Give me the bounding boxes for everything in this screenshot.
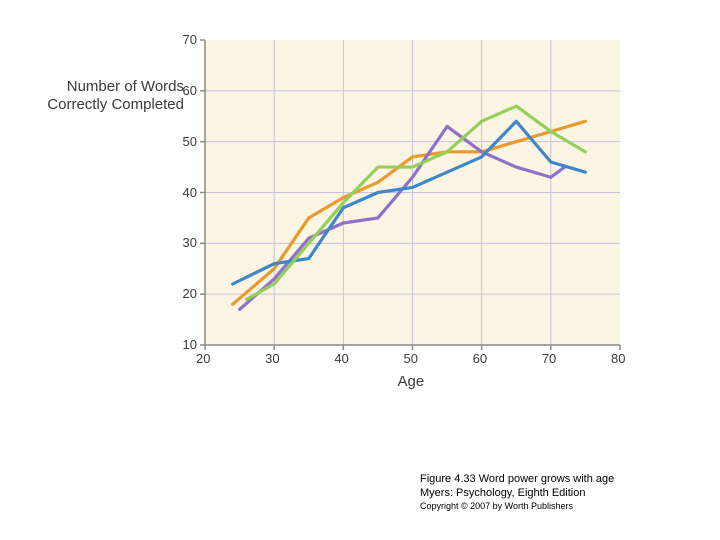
y-tick-label: 30 bbox=[183, 235, 197, 250]
x-tick-label: 50 bbox=[404, 351, 418, 366]
y-tick-label: 50 bbox=[183, 134, 197, 149]
caption-copyright: Copyright © 2007 by Worth Publishers bbox=[420, 501, 614, 512]
x-tick-label: 70 bbox=[542, 351, 556, 366]
y-axis-label: Number of Words Correctly Completed bbox=[14, 78, 184, 114]
figure-caption: Figure 4.33 Word power grows with age My… bbox=[420, 473, 614, 512]
x-tick-label: 60 bbox=[473, 351, 487, 366]
y-tick-label: 40 bbox=[183, 185, 197, 200]
y-tick-label: 70 bbox=[183, 32, 197, 47]
y-tick-label: 60 bbox=[183, 83, 197, 98]
y-tick-label: 10 bbox=[183, 337, 197, 352]
x-tick-label: 30 bbox=[265, 351, 279, 366]
caption-title: Figure 4.33 Word power grows with age bbox=[420, 473, 614, 487]
x-axis-label: Age bbox=[398, 373, 425, 390]
x-tick-label: 20 bbox=[196, 351, 210, 366]
caption-source: Myers: Psychology, Eighth Edition bbox=[420, 487, 614, 501]
y-axis-label-line1: Number of Words bbox=[67, 78, 184, 95]
x-tick-label: 40 bbox=[334, 351, 348, 366]
x-tick-label: 80 bbox=[611, 351, 625, 366]
y-axis-label-line2: Correctly Completed bbox=[47, 96, 184, 113]
y-tick-label: 20 bbox=[183, 286, 197, 301]
